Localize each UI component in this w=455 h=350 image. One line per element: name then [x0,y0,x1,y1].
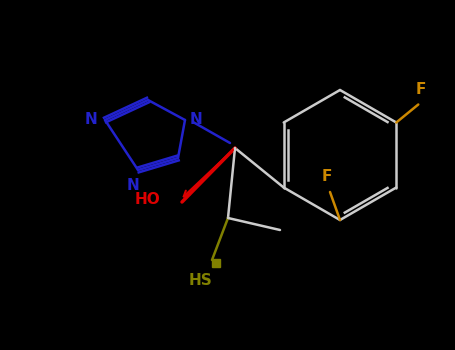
Text: HS: HS [188,273,212,288]
Text: HO: HO [134,193,160,208]
Text: F: F [322,169,332,184]
Text: N: N [190,112,203,127]
Text: N: N [84,112,97,127]
Text: N: N [126,178,139,193]
Text: F: F [416,82,426,97]
